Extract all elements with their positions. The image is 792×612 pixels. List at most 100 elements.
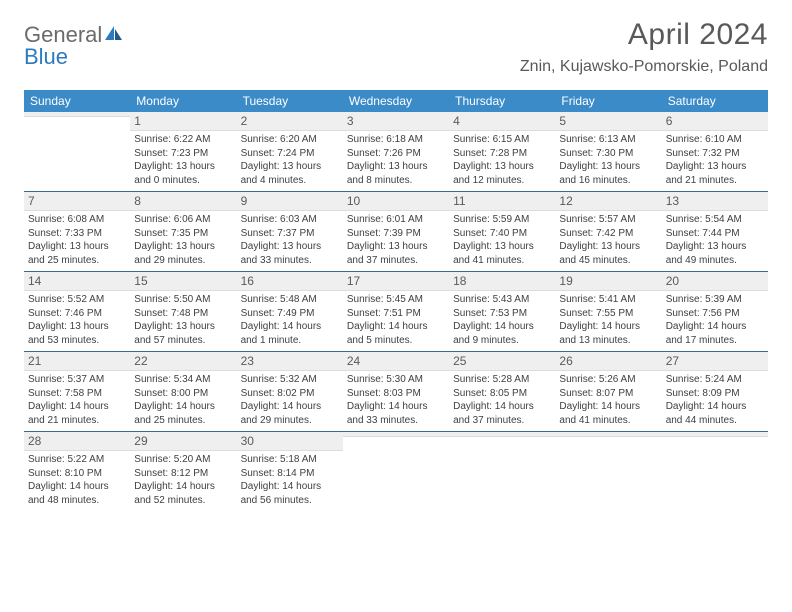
- day-d1: Daylight: 13 hours: [134, 160, 232, 174]
- day-d1: Daylight: 14 hours: [28, 480, 126, 494]
- day-sr: Sunrise: 6:15 AM: [453, 133, 551, 147]
- day-info: Sunrise: 5:54 AMSunset: 7:44 PMDaylight:…: [666, 213, 764, 267]
- calendar-cell: 22Sunrise: 5:34 AMSunset: 8:00 PMDayligh…: [130, 352, 236, 431]
- day-ss: Sunset: 8:00 PM: [134, 387, 232, 401]
- calendar-cell: 14Sunrise: 5:52 AMSunset: 7:46 PMDayligh…: [24, 272, 130, 351]
- day-d2: and 5 minutes.: [347, 334, 445, 348]
- day-info: Sunrise: 6:13 AMSunset: 7:30 PMDaylight:…: [559, 133, 657, 187]
- day-number: 21: [24, 352, 130, 371]
- dayname-sun: Sunday: [24, 90, 130, 112]
- day-sr: Sunrise: 5:45 AM: [347, 293, 445, 307]
- day-d2: and 41 minutes.: [453, 254, 551, 268]
- day-d2: and 12 minutes.: [453, 174, 551, 188]
- day-info: Sunrise: 6:22 AMSunset: 7:23 PMDaylight:…: [134, 133, 232, 187]
- day-ss: Sunset: 7:42 PM: [559, 227, 657, 241]
- day-d2: and 56 minutes.: [241, 494, 339, 508]
- day-sr: Sunrise: 5:20 AM: [134, 453, 232, 467]
- day-info: Sunrise: 5:41 AMSunset: 7:55 PMDaylight:…: [559, 293, 657, 347]
- day-d2: and 0 minutes.: [134, 174, 232, 188]
- day-d1: Daylight: 14 hours: [453, 400, 551, 414]
- day-ss: Sunset: 8:10 PM: [28, 467, 126, 481]
- day-d1: Daylight: 14 hours: [559, 400, 657, 414]
- day-d1: Daylight: 13 hours: [134, 320, 232, 334]
- day-number: 16: [237, 272, 343, 291]
- day-sr: Sunrise: 6:22 AM: [134, 133, 232, 147]
- day-number: 5: [555, 112, 661, 131]
- day-sr: Sunrise: 5:30 AM: [347, 373, 445, 387]
- day-ss: Sunset: 7:26 PM: [347, 147, 445, 161]
- day-ss: Sunset: 7:51 PM: [347, 307, 445, 321]
- day-info: Sunrise: 5:34 AMSunset: 8:00 PMDaylight:…: [134, 373, 232, 427]
- day-sr: Sunrise: 6:13 AM: [559, 133, 657, 147]
- day-info: Sunrise: 6:18 AMSunset: 7:26 PMDaylight:…: [347, 133, 445, 187]
- day-number: 26: [555, 352, 661, 371]
- day-number: 4: [449, 112, 555, 131]
- day-d1: Daylight: 13 hours: [241, 240, 339, 254]
- calendar-cell: 9Sunrise: 6:03 AMSunset: 7:37 PMDaylight…: [237, 192, 343, 271]
- calendar-cell: [555, 432, 661, 511]
- day-ss: Sunset: 7:40 PM: [453, 227, 551, 241]
- day-number: 15: [130, 272, 236, 291]
- calendar-cell: 17 Sunrise: 5:45 AMSunset: 7:51 PMDayligh…: [343, 272, 449, 351]
- day-number: 10: [343, 192, 449, 211]
- day-ss: Sunset: 7:44 PM: [666, 227, 764, 241]
- day-number: 12: [555, 192, 661, 211]
- day-number: 19: [555, 272, 661, 291]
- day-info: Sunrise: 5:18 AMSunset: 8:14 PMDaylight:…: [241, 453, 339, 507]
- calendar-cell: [662, 432, 768, 511]
- day-number: 11: [449, 192, 555, 211]
- day-number: 28: [24, 432, 130, 451]
- day-d1: Daylight: 13 hours: [559, 240, 657, 254]
- day-ss: Sunset: 7:49 PM: [241, 307, 339, 321]
- day-d2: and 33 minutes.: [241, 254, 339, 268]
- day-sr: Sunrise: 5:34 AM: [134, 373, 232, 387]
- day-d2: and 45 minutes.: [559, 254, 657, 268]
- day-d1: Daylight: 14 hours: [559, 320, 657, 334]
- day-ss: Sunset: 8:12 PM: [134, 467, 232, 481]
- day-d2: and 29 minutes.: [134, 254, 232, 268]
- title-block: April 2024 Znin, Kujawsko-Pomorskie, Pol…: [520, 18, 768, 76]
- day-info: Sunrise: 5:50 AMSunset: 7:48 PMDaylight:…: [134, 293, 232, 347]
- day-d1: Daylight: 14 hours: [347, 400, 445, 414]
- dayname-wed: Wednesday: [343, 90, 449, 112]
- calendar-cell: 16Sunrise: 5:48 AMSunset: 7:49 PMDayligh…: [237, 272, 343, 351]
- day-sr: Sunrise: 5:52 AM: [28, 293, 126, 307]
- dayname-thu: Thursday: [449, 90, 555, 112]
- day-ss: Sunset: 8:03 PM: [347, 387, 445, 401]
- day-ss: Sunset: 7:33 PM: [28, 227, 126, 241]
- day-sr: Sunrise: 6:08 AM: [28, 213, 126, 227]
- day-sr: Sunrise: 5:22 AM: [28, 453, 126, 467]
- day-number: 3: [343, 112, 449, 131]
- dayname-sat: Saturday: [662, 90, 768, 112]
- day-d1: Daylight: 13 hours: [453, 160, 551, 174]
- day-d1: Daylight: 13 hours: [453, 240, 551, 254]
- calendar-cell: 23Sunrise: 5:32 AMSunset: 8:02 PMDayligh…: [237, 352, 343, 431]
- day-number: 17: [343, 272, 449, 291]
- calendar-cell: 27Sunrise: 5:24 AMSunset: 8:09 PMDayligh…: [662, 352, 768, 431]
- day-d1: Daylight: 14 hours: [28, 400, 126, 414]
- day-d2: and 41 minutes.: [559, 414, 657, 428]
- day-sr: Sunrise: 5:26 AM: [559, 373, 657, 387]
- day-number: 9: [237, 192, 343, 211]
- day-ss: Sunset: 7:56 PM: [666, 307, 764, 321]
- day-d1: Daylight: 14 hours: [347, 320, 445, 334]
- day-d1: Daylight: 13 hours: [347, 160, 445, 174]
- calendar-cell: 28 Sunrise: 5:22 AMSunset: 8:10 PMDayligh…: [24, 432, 130, 511]
- location-text: Znin, Kujawsko-Pomorskie, Poland: [520, 58, 768, 76]
- day-info: Sunrise: 5:22 AMSunset: 8:10 PMDaylight:…: [28, 453, 126, 507]
- calendar-cell: 18Sunrise: 5:43 AMSunset: 7:53 PMDayligh…: [449, 272, 555, 351]
- calendar-cell: 11Sunrise: 5:59 AMSunset: 7:40 PMDayligh…: [449, 192, 555, 271]
- day-d2: and 49 minutes.: [666, 254, 764, 268]
- day-d2: and 29 minutes.: [241, 414, 339, 428]
- day-number: 29: [130, 432, 236, 451]
- calendar-cell: 10Sunrise: 6:01 AMSunset: 7:39 PMDayligh…: [343, 192, 449, 271]
- calendar: Sunday Monday Tuesday Wednesday Thursday…: [24, 90, 768, 511]
- calendar-cell: 7Sunrise: 6:08 AMSunset: 7:33 PMDaylight…: [24, 192, 130, 271]
- week-row: 7Sunrise: 6:08 AMSunset: 7:33 PMDaylight…: [24, 191, 768, 271]
- calendar-cell: 15 Sunrise: 5:50 AMSunset: 7:48 PMDayligh…: [130, 272, 236, 351]
- day-ss: Sunset: 7:46 PM: [28, 307, 126, 321]
- day-number: 27: [662, 352, 768, 371]
- day-number: 2: [237, 112, 343, 131]
- day-info: Sunrise: 5:32 AMSunset: 8:02 PMDaylight:…: [241, 373, 339, 427]
- day-sr: Sunrise: 6:18 AM: [347, 133, 445, 147]
